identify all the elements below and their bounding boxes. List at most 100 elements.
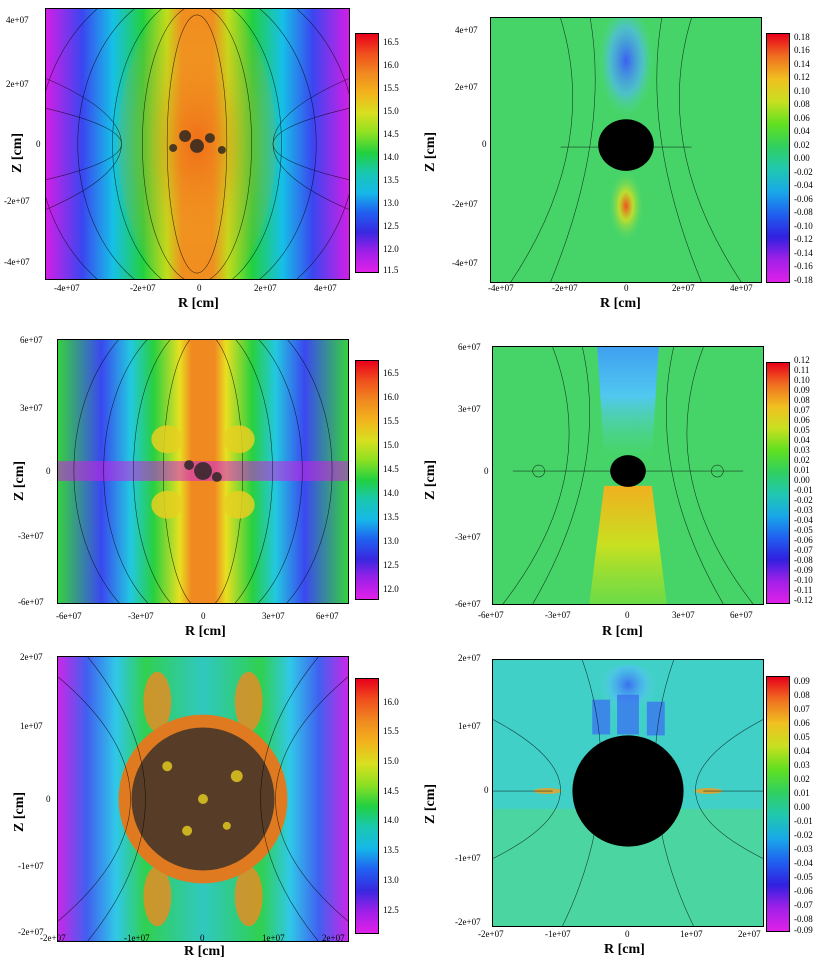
velocity-map-1 — [491, 18, 761, 282]
colorbar-tick: 12.5 — [383, 560, 399, 570]
colorbar-tick: -0.11 — [794, 585, 813, 595]
y-tick: 0 — [484, 785, 489, 795]
colorbar-tick: 0.00 — [794, 802, 810, 812]
x-tick: -1e+07 — [124, 933, 150, 943]
colorbar-tick: 0.08 — [794, 99, 810, 109]
colorbar-tick: -0.02 — [794, 495, 813, 505]
colorbar-tick: 16.0 — [383, 697, 399, 707]
colorbar-tick: -0.06 — [794, 886, 813, 896]
colorbar-tick: 16.0 — [383, 392, 399, 402]
colorbar-tick: 0.09 — [794, 676, 810, 686]
y-tick: -1e+07 — [455, 853, 481, 863]
colorbar-tick: 0.02 — [794, 455, 810, 465]
y-axis-label: Z [cm] — [423, 459, 438, 500]
x-tick: 0 — [200, 933, 205, 943]
y-tick: 6e+07 — [20, 335, 43, 345]
colorbar-tick: 13.5 — [383, 175, 399, 185]
colorbar-tick: 13.0 — [383, 536, 399, 546]
colorbar-tick: 13.0 — [383, 875, 399, 885]
density-map-1 — [46, 9, 349, 279]
y-tick: -3e+07 — [455, 532, 481, 542]
x-axis-label: R [cm] — [184, 944, 225, 959]
colorbar-tick: 11.5 — [383, 265, 399, 275]
colorbar-tick: 0.05 — [794, 732, 810, 742]
colorbar — [766, 676, 790, 932]
colorbar-tick: -0.05 — [794, 872, 813, 882]
colorbar-tick: -0.08 — [794, 555, 813, 565]
colorbar-tick: 0.09 — [794, 385, 810, 395]
colorbar-tick: 0.04 — [794, 746, 810, 756]
colorbar-tick: 13.5 — [383, 845, 399, 855]
colorbar-tick: 15.5 — [383, 726, 399, 736]
y-axis-label: Z [cm] — [423, 783, 438, 824]
colorbar-tick: -0.12 — [794, 234, 813, 244]
x-tick: 4e+07 — [314, 283, 337, 293]
x-tick: -4e+07 — [54, 283, 80, 293]
y-tick: 3e+07 — [458, 404, 481, 414]
heatmap-plot — [492, 346, 764, 605]
colorbar-tick: 0.00 — [794, 153, 810, 163]
colorbar-tick: 0.07 — [794, 405, 810, 415]
colorbar-tick: -0.05 — [794, 525, 813, 535]
colorbar-tick: 0.18 — [794, 32, 810, 42]
x-tick: 0 — [197, 283, 202, 293]
colorbar-tick: 16.5 — [383, 37, 399, 47]
x-axis-label: R [cm] — [602, 624, 643, 639]
y-tick: 2e+07 — [6, 79, 29, 89]
colorbar-tick: 14.5 — [383, 129, 399, 139]
x-tick: 0 — [201, 611, 206, 621]
y-tick: -2e+07 — [18, 927, 44, 937]
colorbar-tick: -0.02 — [794, 830, 813, 840]
colorbar-tick: 15.5 — [383, 83, 399, 93]
colorbar-tick: -0.10 — [794, 575, 813, 585]
colorbar-tick: 13.0 — [383, 198, 399, 208]
x-axis-label: R [cm] — [178, 296, 219, 311]
y-tick: -2e+07 — [452, 199, 478, 209]
colorbar-tick: -0.01 — [794, 485, 813, 495]
y-tick: 0 — [36, 139, 41, 149]
colorbar-tick: -0.02 — [794, 167, 813, 177]
colorbar-tick: -0.07 — [794, 900, 813, 910]
y-tick: -1e+07 — [18, 861, 44, 871]
colorbar-tick: 0.08 — [794, 395, 810, 405]
y-axis-label: Z [cm] — [423, 131, 438, 172]
y-tick: 4e+07 — [6, 15, 29, 25]
colorbar-tick: 14.5 — [383, 786, 399, 796]
colorbar-tick: 12.5 — [383, 221, 399, 231]
colorbar-tick: -0.09 — [794, 565, 813, 575]
x-tick: 6e+07 — [730, 610, 753, 620]
x-tick: 0 — [624, 283, 629, 293]
colorbar-tick: 0.02 — [794, 774, 810, 784]
colorbar — [766, 33, 790, 283]
x-tick: -1e+07 — [545, 929, 571, 939]
colorbar-tick: -0.04 — [794, 180, 813, 190]
colorbar-tick: -0.14 — [794, 248, 813, 258]
y-tick: 0 — [46, 794, 51, 804]
x-tick: 2e+07 — [254, 283, 277, 293]
colorbar-tick: -0.03 — [794, 844, 813, 854]
colorbar-tick: 0.08 — [794, 690, 810, 700]
y-tick: -6e+07 — [18, 597, 44, 607]
x-tick: 3e+07 — [672, 610, 695, 620]
y-tick: -4e+07 — [4, 257, 30, 267]
density-map-2 — [58, 340, 348, 603]
heatmap-plot — [490, 17, 762, 283]
colorbar-tick: 0.06 — [794, 718, 810, 728]
y-tick: 4e+07 — [455, 25, 478, 35]
colorbar-tick: -0.06 — [794, 194, 813, 204]
y-tick: -2e+07 — [455, 917, 481, 927]
x-axis-label: R [cm] — [600, 296, 641, 311]
x-tick: 3e+07 — [262, 611, 285, 621]
colorbar-tick: -0.04 — [794, 515, 813, 525]
y-tick: 2e+07 — [455, 82, 478, 92]
x-tick: -4e+07 — [488, 283, 514, 293]
y-tick: 1e+07 — [458, 721, 481, 731]
y-tick: 1e+07 — [20, 721, 43, 731]
colorbar-tick: 16.0 — [383, 60, 399, 70]
colorbar-tick: 14.0 — [383, 815, 399, 825]
colorbar-tick: 0.11 — [794, 365, 810, 375]
colorbar-tick: 0.14 — [794, 59, 810, 69]
x-tick: -3e+07 — [128, 611, 154, 621]
colorbar — [355, 360, 379, 600]
x-tick: 4e+07 — [730, 283, 753, 293]
